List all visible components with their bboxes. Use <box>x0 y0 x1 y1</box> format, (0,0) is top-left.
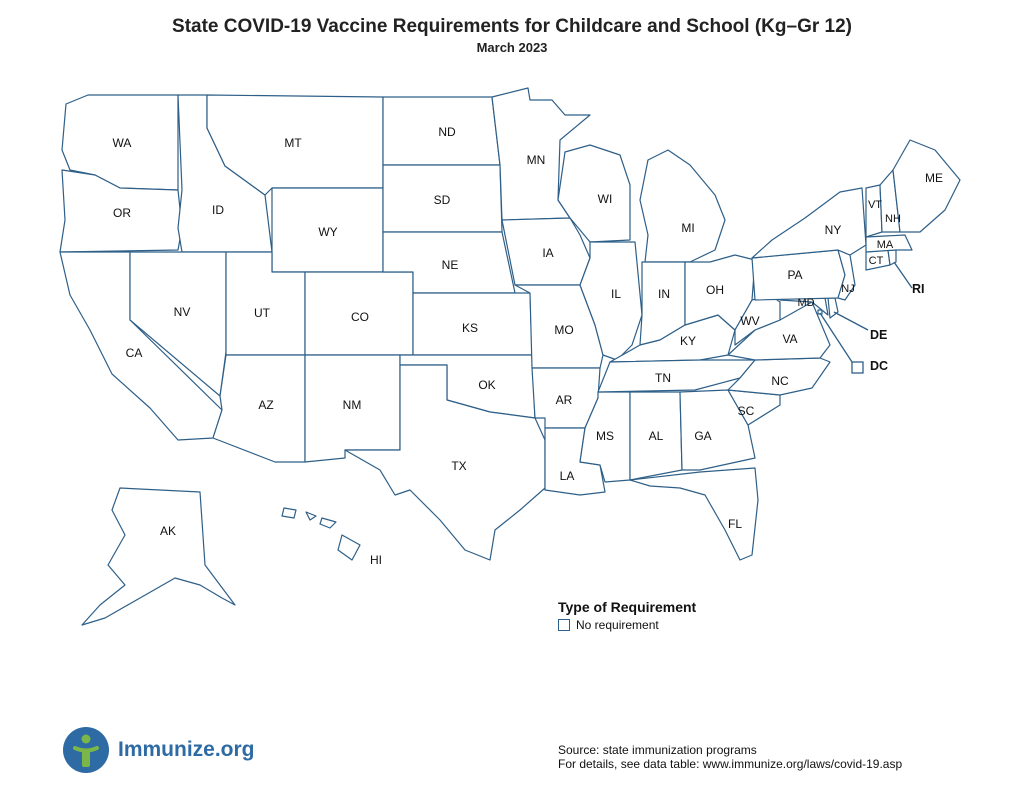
logo-text: Immunize.org <box>118 738 255 761</box>
state-mn <box>491 87 591 221</box>
state-label-la: LA <box>560 469 575 483</box>
state-wi <box>557 144 631 243</box>
state-label-tn: TN <box>655 371 671 385</box>
state-label-ak: AK <box>160 524 176 538</box>
state-mi <box>639 149 726 263</box>
state-label-va: VA <box>782 332 797 346</box>
state-label-ca: CA <box>126 346 143 360</box>
state-label-wv: WV <box>740 314 759 328</box>
details-line: For details, see data table: www.immuniz… <box>558 757 903 771</box>
state-label-al: AL <box>649 429 664 443</box>
state-hi <box>281 507 361 561</box>
state-il <box>579 241 643 361</box>
state-label-il: IL <box>611 287 621 301</box>
state-fl <box>629 467 759 561</box>
state-label-id: ID <box>212 203 224 217</box>
immunize-logo: Immunize.org <box>62 726 255 774</box>
map-subtitle: March 2023 <box>476 40 548 55</box>
callout-label-dc: DC <box>870 359 888 373</box>
state-label-nv: NV <box>174 305 191 319</box>
callout-label-de: DE <box>870 328 887 342</box>
state-label-mi: MI <box>681 221 694 235</box>
state-label-fl: FL <box>728 517 742 531</box>
state-label-nc: NC <box>771 374 789 388</box>
legend-item-no-requirement: No requirement <box>558 618 696 632</box>
state-label-ms: MS <box>596 429 614 443</box>
state-label-ny: NY <box>825 223 842 237</box>
state-label-pa: PA <box>787 268 802 282</box>
state-label-ia: IA <box>542 246 553 260</box>
state-label-nd: ND <box>438 125 456 139</box>
callout-label-ri: RI <box>912 282 925 296</box>
labels-layer: WA OR CA ID NV MT WY UT AZ CO NM ND SD NE KS OK TX MN IA MO… <box>113 125 943 567</box>
state-label-nm: NM <box>343 398 362 412</box>
state-label-or: OR <box>113 206 131 220</box>
source-note: Source: state immunization programs For … <box>558 743 902 771</box>
callouts-layer: DE RI DC <box>819 261 925 374</box>
leader-line-de <box>833 311 869 331</box>
state-me <box>892 139 961 233</box>
state-ny <box>751 187 867 259</box>
state-dc <box>817 309 823 315</box>
state-label-ga: GA <box>694 429 711 443</box>
state-label-mo: MO <box>554 323 573 337</box>
state-label-sd: SD <box>434 193 451 207</box>
map-title: State COVID-19 Vaccine Requirements for … <box>172 16 852 37</box>
state-label-ma: MA <box>877 239 894 251</box>
state-label-mt: MT <box>284 136 302 150</box>
state-label-wa: WA <box>113 136 132 150</box>
leader-line-ri <box>893 261 913 289</box>
state-label-ky: KY <box>680 334 696 348</box>
states-layer <box>59 87 961 626</box>
state-label-co: CO <box>351 310 369 324</box>
state-label-ar: AR <box>556 393 573 407</box>
state-label-wi: WI <box>598 192 613 206</box>
state-label-ct: CT <box>869 255 884 267</box>
legend: Type of Requirement No requirement <box>558 599 696 632</box>
state-label-ut: UT <box>254 306 271 320</box>
state-vt <box>865 184 883 238</box>
legend-item-label: No requirement <box>576 618 659 632</box>
state-tx <box>344 364 546 561</box>
state-label-ok: OK <box>478 378 495 392</box>
state-label-nj: NJ <box>841 283 854 295</box>
state-ak <box>81 487 236 626</box>
state-label-me: ME <box>925 171 943 185</box>
state-label-vt: VT <box>868 199 882 211</box>
state-label-az: AZ <box>258 398 273 412</box>
state-label-wy: WY <box>318 225 337 239</box>
state-label-hi: HI <box>370 553 382 567</box>
state-label-md: MD <box>797 297 814 309</box>
state-ma <box>865 234 913 253</box>
person-i-icon <box>63 727 109 773</box>
state-de <box>827 297 839 319</box>
state-label-in: IN <box>658 287 670 301</box>
legend-title: Type of Requirement <box>558 599 697 615</box>
state-label-nh: NH <box>885 213 901 225</box>
state-label-ks: KS <box>462 321 478 335</box>
legend-swatch <box>558 619 570 631</box>
state-label-mn: MN <box>527 153 546 167</box>
state-label-ne: NE <box>442 258 459 272</box>
state-label-sc: SC <box>738 404 755 418</box>
leader-line-dc <box>819 312 853 363</box>
dc-marker-box <box>851 361 864 374</box>
state-label-tx: TX <box>451 459 466 473</box>
source-line: Source: state immunization programs <box>558 743 757 757</box>
state-label-oh: OH <box>706 283 724 297</box>
